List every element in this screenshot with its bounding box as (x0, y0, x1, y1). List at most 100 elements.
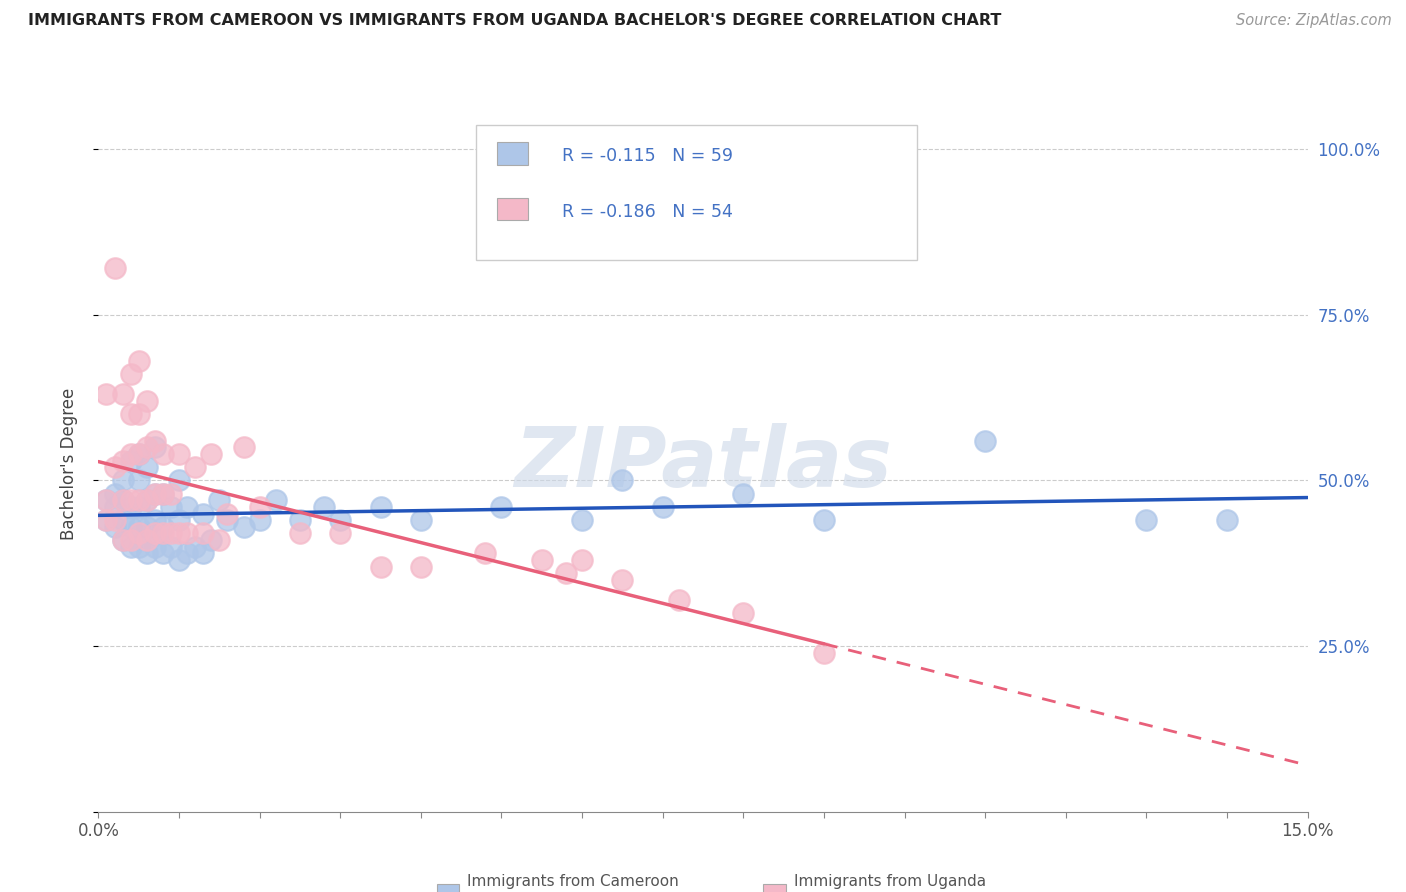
Point (249, 500, 271, 514)
Point (152, 486, 174, 500)
Point (128, 526, 150, 541)
Point (111, 513, 134, 527)
Point (96, 513, 118, 527)
Point (128, 447, 150, 461)
Point (128, 500, 150, 514)
Point (167, 553, 190, 567)
Point (135, 440, 157, 454)
Text: Source: ZipAtlas.com: Source: ZipAtlas.com (1236, 13, 1392, 29)
Point (152, 520, 174, 534)
Point (120, 407, 142, 421)
Point (143, 513, 166, 527)
Point (103, 486, 125, 500)
Point (160, 486, 183, 500)
Point (128, 354, 150, 368)
Point (96, 387, 118, 401)
Point (152, 486, 174, 500)
Point (152, 526, 174, 541)
Point (167, 513, 190, 527)
Point (288, 513, 311, 527)
Point (128, 474, 150, 488)
Point (193, 526, 215, 541)
Point (152, 447, 174, 461)
Point (409, 559, 432, 574)
Point (571, 553, 593, 567)
Point (135, 460, 157, 475)
Point (143, 486, 166, 500)
Point (200, 533, 222, 547)
Point (111, 474, 134, 488)
Point (314, 500, 336, 514)
Point (329, 526, 352, 541)
Point (217, 513, 239, 527)
Text: IMMIGRANTS FROM CAMEROON VS IMMIGRANTS FROM UGANDA BACHELOR'S DEGREE CORRELATION: IMMIGRANTS FROM CAMEROON VS IMMIGRANTS F… (28, 13, 1001, 29)
Point (208, 493, 231, 508)
Point (160, 500, 183, 514)
Point (103, 520, 125, 534)
Point (555, 566, 578, 581)
Point (111, 493, 134, 508)
Point (120, 368, 142, 382)
Point (120, 500, 142, 514)
Point (135, 533, 157, 547)
Point (120, 533, 142, 547)
Point (184, 460, 207, 475)
Point (193, 546, 215, 560)
Point (152, 546, 174, 560)
Point (176, 526, 198, 541)
Point (733, 606, 755, 620)
Point (128, 407, 150, 421)
Point (143, 540, 166, 554)
Point (232, 520, 254, 534)
Point (813, 513, 835, 527)
Point (103, 513, 125, 527)
Text: Immigrants from Cameroon: Immigrants from Cameroon (467, 874, 679, 888)
Y-axis label: Bachelor's Degree: Bachelor's Degree (59, 388, 77, 540)
Point (143, 440, 166, 454)
Point (167, 474, 190, 488)
Point (217, 507, 239, 521)
Point (135, 520, 157, 534)
Point (232, 440, 254, 454)
Point (120, 520, 142, 534)
Point (651, 500, 673, 514)
Point (370, 500, 392, 514)
Point (813, 646, 835, 660)
Text: R = -0.115   N = 59: R = -0.115 N = 59 (561, 147, 733, 165)
Point (176, 500, 198, 514)
Point (143, 486, 166, 500)
Point (111, 533, 134, 547)
Point (167, 447, 190, 461)
Point (1135, 513, 1157, 527)
Point (111, 453, 134, 467)
Point (530, 553, 553, 567)
Point (288, 526, 311, 541)
Point (120, 447, 142, 461)
Point (120, 453, 142, 467)
Point (184, 540, 207, 554)
Point (128, 447, 150, 461)
Text: R = -0.186   N = 54: R = -0.186 N = 54 (561, 203, 733, 221)
Text: Immigrants from Uganda: Immigrants from Uganda (793, 874, 986, 888)
Point (96, 493, 118, 508)
Point (208, 533, 231, 547)
Point (249, 513, 271, 527)
Point (612, 573, 634, 587)
Point (733, 486, 755, 500)
Point (128, 493, 150, 508)
Point (143, 526, 166, 541)
Point (96, 513, 118, 527)
Point (167, 526, 190, 541)
Point (571, 513, 593, 527)
Point (668, 592, 690, 607)
Point (329, 513, 352, 527)
Point (612, 474, 634, 488)
Point (176, 546, 198, 560)
Point (474, 546, 496, 560)
Point (135, 493, 157, 508)
Point (103, 261, 125, 276)
Point (96, 493, 118, 508)
Point (409, 513, 432, 527)
Point (103, 460, 125, 475)
Point (160, 540, 183, 554)
